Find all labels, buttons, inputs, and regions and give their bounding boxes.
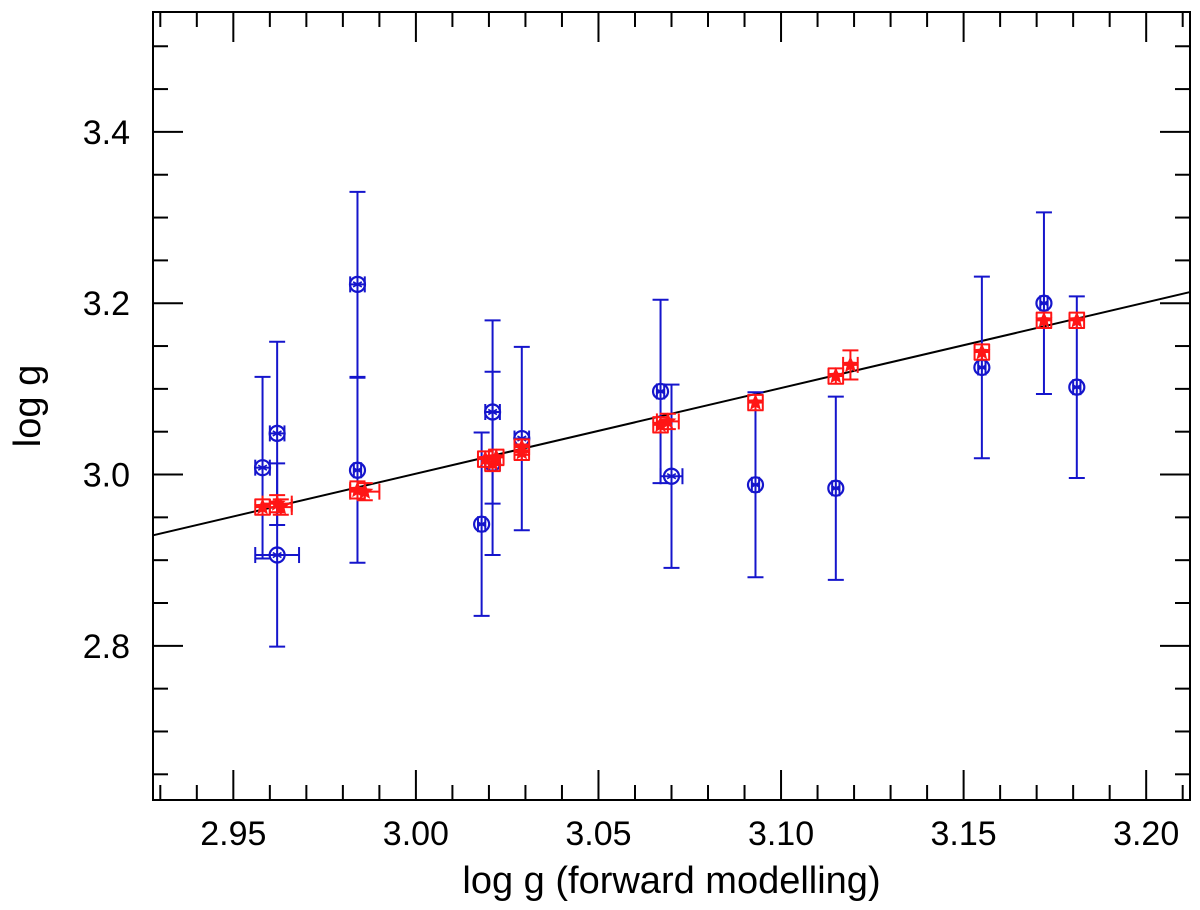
star-marker xyxy=(659,412,677,429)
star-cross xyxy=(666,473,677,480)
axis-ticks xyxy=(153,12,1190,800)
star-cross xyxy=(257,464,268,471)
star-cross xyxy=(352,281,363,288)
star-marker xyxy=(1035,311,1053,328)
data-point xyxy=(973,275,991,460)
series-filled-star xyxy=(253,311,1086,516)
plot-frame xyxy=(152,11,1191,801)
x-tick-label: 3.05 xyxy=(565,815,631,853)
data-point xyxy=(827,367,845,385)
star-cross xyxy=(831,485,841,492)
circle-marker xyxy=(746,476,765,494)
data-point xyxy=(1035,311,1053,330)
data-point xyxy=(349,482,381,502)
circle-marker xyxy=(662,467,681,485)
data-point xyxy=(973,343,991,361)
data-point xyxy=(1068,311,1086,330)
star-marker xyxy=(272,498,290,515)
data-point xyxy=(827,395,845,581)
circle-marker xyxy=(348,275,367,293)
star-marker xyxy=(973,343,991,360)
series-circle-star xyxy=(253,190,1086,648)
star-cross xyxy=(750,481,761,488)
y-tick-label: 2.8 xyxy=(83,628,130,666)
data-point xyxy=(655,412,680,431)
data-point xyxy=(254,462,301,648)
data-point xyxy=(841,349,859,381)
data-point xyxy=(1035,211,1053,396)
circle-marker xyxy=(1035,294,1053,312)
circle-marker xyxy=(1068,378,1086,396)
data-point xyxy=(348,376,367,564)
data-point xyxy=(487,448,505,467)
x-axis-title: log g (forward modelling) xyxy=(462,860,880,902)
star-cross xyxy=(655,388,666,395)
data-point xyxy=(253,375,272,560)
star-marker xyxy=(827,367,845,384)
data-point xyxy=(651,298,670,485)
star-marker xyxy=(487,448,505,465)
star-cross xyxy=(476,521,487,528)
star-cross xyxy=(1039,300,1049,307)
y-tick-label: 3.4 xyxy=(83,114,130,152)
data-point xyxy=(513,443,531,461)
y-axis-title: log g xyxy=(7,365,49,447)
data-point xyxy=(268,498,293,516)
x-tick-label: 3.20 xyxy=(1113,815,1179,853)
star-cross xyxy=(1072,383,1082,391)
data-point xyxy=(348,190,367,378)
circle-marker xyxy=(651,382,670,401)
x-tick-label: 3.00 xyxy=(383,815,449,853)
star-marker xyxy=(356,482,374,499)
circle-marker xyxy=(348,461,367,479)
star-marker xyxy=(841,355,859,373)
star-cross xyxy=(272,551,282,559)
y-tick-labels: 2.8 3.0 3.2 3.4 xyxy=(83,114,130,666)
y-tick-label: 3.2 xyxy=(83,285,130,323)
circle-marker xyxy=(268,546,286,564)
y-tick-label: 3.0 xyxy=(83,457,130,495)
data-point xyxy=(746,391,765,579)
x-tick-labels: 2.95 3.00 3.05 3.10 3.15 3.20 xyxy=(200,815,1179,853)
star-cross xyxy=(352,467,363,474)
star-cross xyxy=(272,430,282,437)
circle-marker xyxy=(268,424,286,443)
x-tick-label: 3.15 xyxy=(931,815,997,853)
circle-marker xyxy=(253,459,272,477)
star-marker xyxy=(746,393,765,410)
data-point xyxy=(659,383,684,569)
star-marker xyxy=(1068,311,1086,328)
circle-marker xyxy=(473,515,491,533)
data-point xyxy=(746,393,765,412)
x-tick-label: 3.10 xyxy=(748,815,814,853)
x-tick-label: 2.95 xyxy=(200,815,266,853)
circle-marker xyxy=(827,479,845,497)
star-marker xyxy=(513,443,531,460)
star-cross xyxy=(977,364,987,371)
